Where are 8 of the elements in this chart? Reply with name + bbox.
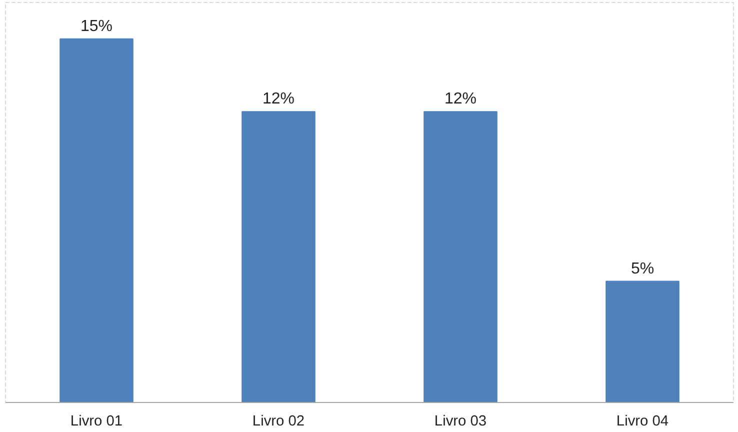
x-tick-label: Livro 04 (616, 414, 669, 430)
data-label: 12% (262, 90, 295, 108)
x-tick-label: Livro 02 (252, 414, 305, 430)
data-label: 5% (630, 260, 654, 278)
x-tick-label: Livro 01 (70, 414, 123, 430)
x-tick-label: Livro 03 (434, 414, 487, 430)
data-label: 12% (444, 90, 477, 108)
data-label: 15% (80, 18, 113, 35)
